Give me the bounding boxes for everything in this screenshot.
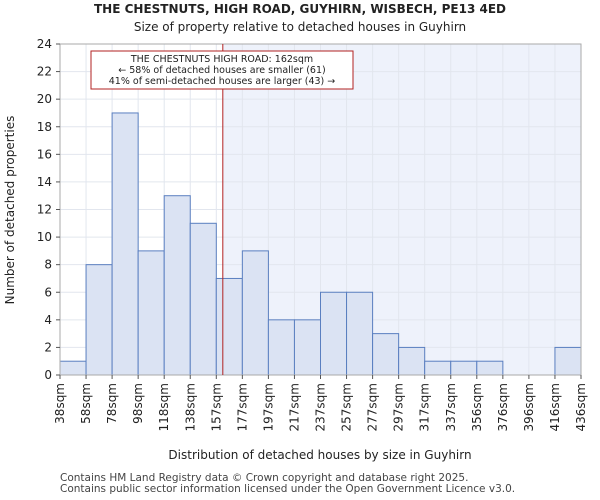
bar <box>346 291 374 376</box>
x-tick-label: 118sqm <box>157 383 171 431</box>
x-tick-label: 157sqm <box>209 383 223 431</box>
x-tick-label: 58sqm <box>79 383 93 424</box>
footer: Contains HM Land Registry data © Crown c… <box>60 473 515 495</box>
x-tick-label: 138sqm <box>183 383 197 431</box>
chart-title: THE CHESTNUTS, HIGH ROAD, GUYHIRN, WISBE… <box>94 2 506 16</box>
x-tick-label: 436sqm <box>574 383 588 431</box>
annotation-box: THE CHESTNUTS HIGH ROAD: 162sqm ← 58% of… <box>90 50 354 90</box>
x-tick-label: 297sqm <box>392 383 406 431</box>
y-tick-label: 12 <box>37 203 52 217</box>
bar <box>372 333 400 376</box>
x-axis: 38sqm 58sqm 78sqm 98sqm 118sqm 138sqm 157sqm 17… <box>53 375 588 431</box>
bar <box>241 250 269 376</box>
y-tick-label: 24 <box>37 37 52 51</box>
bar <box>85 264 113 376</box>
bar <box>59 360 87 376</box>
y-tick-label: 10 <box>37 230 52 244</box>
bar <box>450 360 478 376</box>
bar <box>137 250 165 376</box>
bar <box>320 291 348 376</box>
x-tick-label: 337sqm <box>444 383 458 431</box>
annotation-line-1: THE CHESTNUTS HIGH ROAD: 162sqm <box>130 54 313 65</box>
y-tick-label: 4 <box>44 313 52 327</box>
x-tick-label: 38sqm <box>53 383 67 424</box>
y-tick-label: 6 <box>44 285 52 299</box>
x-tick-label: 277sqm <box>366 383 380 431</box>
x-tick-label: 416sqm <box>548 383 562 431</box>
bar <box>215 277 243 376</box>
y-tick-label: 18 <box>37 120 52 134</box>
x-tick-label: 257sqm <box>340 383 354 431</box>
y-tick-label: 2 <box>44 340 52 354</box>
bar <box>267 319 295 376</box>
x-tick-label: 356sqm <box>470 383 484 431</box>
chart-subtitle: Size of property relative to detached ho… <box>134 20 466 34</box>
bar <box>398 346 426 376</box>
bar <box>111 112 139 376</box>
x-tick-label: 177sqm <box>235 383 249 431</box>
x-tick-label: 78sqm <box>105 383 119 424</box>
x-tick-label: 376sqm <box>496 383 510 431</box>
y-tick-label: 8 <box>44 258 52 272</box>
y-axis-label: Number of detached properties <box>3 116 17 305</box>
y-tick-label: 16 <box>37 147 52 161</box>
bars <box>59 112 582 376</box>
y-tick-label: 20 <box>37 92 52 106</box>
x-tick-label: 396sqm <box>522 383 536 431</box>
bar <box>163 195 191 376</box>
annotation-line-3: 41% of semi-detached houses are larger (… <box>109 76 336 87</box>
bar <box>476 360 504 376</box>
x-tick-label: 237sqm <box>314 383 328 431</box>
annotation-line-2: ← 58% of detached houses are smaller (61… <box>118 65 325 76</box>
annotation-frame <box>90 50 354 90</box>
footer-line-2: Contains public sector information licen… <box>60 483 516 495</box>
x-tick-label: 197sqm <box>261 383 275 431</box>
x-axis-label: Distribution of detached houses by size … <box>168 448 471 462</box>
y-tick-label: 0 <box>44 368 52 382</box>
bar <box>424 360 452 376</box>
bar <box>554 346 582 376</box>
footer-line-1: Contains HM Land Registry data © Crown c… <box>60 472 469 484</box>
x-tick-label: 217sqm <box>287 383 301 431</box>
bar <box>293 319 322 376</box>
x-tick-label: 98sqm <box>131 383 145 424</box>
bar <box>189 222 217 376</box>
y-tick-label: 14 <box>37 175 52 189</box>
y-tick-label: 22 <box>37 65 52 79</box>
x-tick-label: 317sqm <box>418 383 432 431</box>
